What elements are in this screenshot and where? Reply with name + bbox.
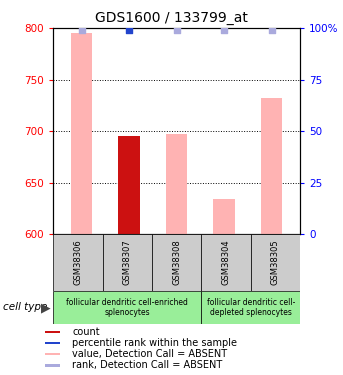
Text: GSM38306: GSM38306 [73,240,82,285]
Bar [71,33,92,234]
Bar [118,136,140,234]
Bar [45,331,60,333]
Bar [45,342,60,344]
Bar [251,234,300,291]
Text: GSM38308: GSM38308 [172,240,181,285]
Text: GSM38305: GSM38305 [271,240,280,285]
Bar [261,98,282,234]
Text: GDS1600 / 133799_at: GDS1600 / 133799_at [95,11,248,25]
Text: follicular dendritic cell-
depleted splenocytes: follicular dendritic cell- depleted sple… [206,298,295,317]
Bar [45,353,60,356]
Point [174,27,179,33]
Bar [201,291,300,324]
Text: GSM38304: GSM38304 [222,240,230,285]
Point [127,27,132,33]
Bar [53,291,201,324]
Bar [103,234,152,291]
Text: value, Detection Call = ABSENT: value, Detection Call = ABSENT [72,349,227,359]
Bar [201,234,251,291]
Text: cell type: cell type [3,303,48,312]
Text: rank, Detection Call = ABSENT: rank, Detection Call = ABSENT [72,360,222,370]
Bar [53,234,103,291]
Text: count: count [72,327,100,337]
Text: GSM38307: GSM38307 [123,240,132,285]
Bar [166,134,187,234]
Text: percentile rank within the sample: percentile rank within the sample [72,338,237,348]
Point [269,27,274,33]
Point [79,27,84,33]
Text: follicular dendritic cell-enriched
splenocytes: follicular dendritic cell-enriched splen… [66,298,188,317]
Text: ▶: ▶ [40,301,50,314]
Bar [152,234,201,291]
Bar [45,364,60,366]
Point [221,27,227,33]
Bar [213,200,235,234]
